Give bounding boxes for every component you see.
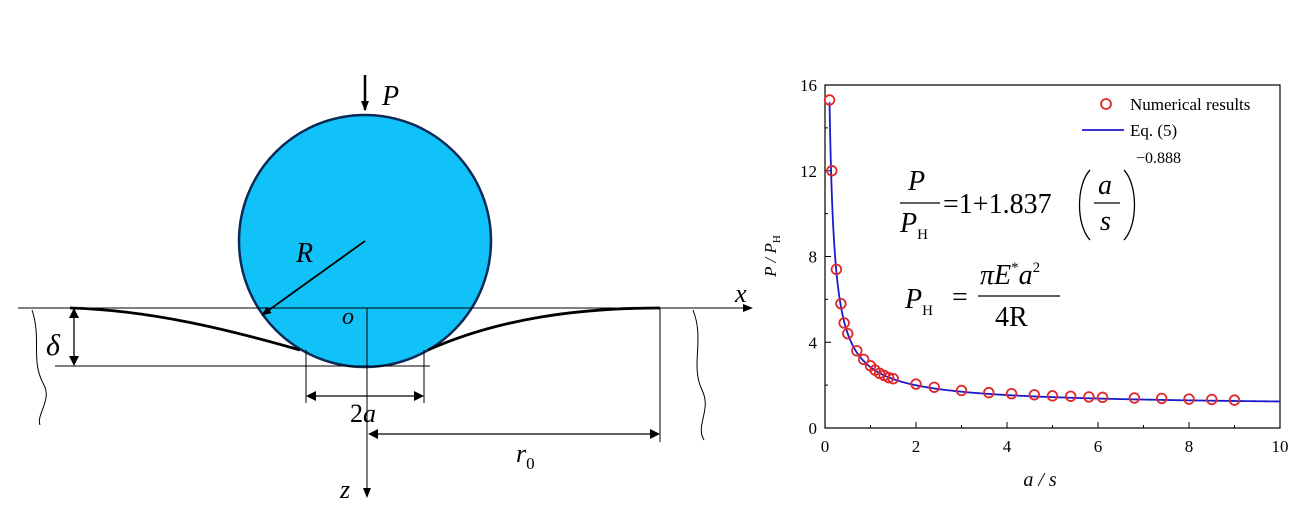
data-point bbox=[823, 94, 836, 106]
x-tick-label: 10 bbox=[1272, 437, 1289, 456]
z-axis-label: z bbox=[339, 475, 350, 504]
deformed-surface-right bbox=[427, 306, 661, 352]
eq1-right-paren bbox=[1123, 169, 1136, 241]
r0-label: r0 bbox=[516, 439, 535, 473]
x-ticks: 0 2 4 6 8 10 bbox=[821, 422, 1289, 456]
x-tick-label: 6 bbox=[1094, 437, 1103, 456]
eq1-frac-numerator: a bbox=[1098, 170, 1112, 201]
data-point bbox=[928, 381, 940, 393]
y-axis-title: P / PH bbox=[761, 235, 783, 278]
eq2-denominator: 4R bbox=[995, 302, 1028, 333]
contact-diagram: P R x o z δ 2a bbox=[18, 75, 753, 504]
x-tick-label: 2 bbox=[912, 437, 921, 456]
depth-label: δ bbox=[46, 329, 61, 362]
y-tick-label: 12 bbox=[800, 162, 817, 181]
y-tick-label: 4 bbox=[809, 333, 818, 352]
y-tick-label: 16 bbox=[800, 76, 817, 95]
legend-marker-numerical bbox=[1100, 98, 1112, 110]
data-point bbox=[1206, 393, 1218, 406]
deformed-surface-left bbox=[69, 306, 301, 352]
chart: 0 2 4 6 8 10 0 4 8 12 16 a / s P / PH Numerical r… bbox=[761, 76, 1289, 491]
numerical-markers bbox=[823, 94, 1241, 406]
eq2-numerator: πE*a2 bbox=[980, 260, 1040, 291]
contact-arrow-left bbox=[306, 391, 316, 401]
y-ticks: 0 4 8 12 16 bbox=[800, 76, 831, 438]
depth-arrow-top bbox=[69, 308, 79, 318]
origin-label: o bbox=[342, 304, 354, 330]
radius-label: R bbox=[295, 238, 313, 269]
x-axis-title: a / s bbox=[1023, 469, 1057, 491]
data-point bbox=[830, 263, 843, 276]
legend-label-numerical: Numerical results bbox=[1130, 95, 1250, 114]
data-point bbox=[1064, 390, 1077, 402]
r0-arrow-left bbox=[368, 429, 378, 439]
data-point bbox=[1005, 388, 1018, 400]
eq1-rhs-prefix: =1+1.837 bbox=[943, 189, 1052, 220]
y-tick-label: 0 bbox=[809, 419, 818, 438]
load-label: P bbox=[381, 81, 399, 112]
x-axis-label: x bbox=[734, 279, 747, 308]
eq1-exponent: −0.888 bbox=[1136, 150, 1181, 167]
contact-arrow-right bbox=[414, 391, 424, 401]
equation-2: PH = πE*a2 4R bbox=[904, 260, 1060, 333]
data-point bbox=[1155, 392, 1168, 405]
eq5-curve bbox=[828, 102, 1281, 403]
break-line-left bbox=[31, 309, 47, 426]
equation-1: P PH =1+1.837 a s −0.888 bbox=[899, 150, 1181, 243]
data-point bbox=[983, 386, 995, 399]
legend: Numerical results Eq. (5) bbox=[1082, 95, 1250, 140]
data-point bbox=[1228, 394, 1241, 406]
data-point bbox=[1096, 391, 1109, 404]
x-tick-label: 4 bbox=[1003, 437, 1012, 456]
r0-arrow-right bbox=[650, 429, 660, 439]
legend-label-eq5: Eq. (5) bbox=[1130, 121, 1177, 140]
data-point bbox=[857, 353, 870, 366]
data-point bbox=[1128, 392, 1141, 404]
data-point bbox=[1083, 391, 1095, 403]
y-tick-label: 8 bbox=[809, 248, 818, 267]
data-point bbox=[955, 384, 968, 397]
data-point bbox=[826, 165, 838, 177]
depth-arrow-bottom bbox=[69, 356, 79, 366]
data-point bbox=[835, 297, 847, 310]
eq1-lhs-denominator: PH bbox=[899, 208, 928, 243]
break-line-right bbox=[692, 309, 706, 441]
data-point bbox=[883, 371, 895, 384]
x-tick-label: 0 bbox=[821, 437, 830, 456]
x-tick-label: 8 bbox=[1185, 437, 1194, 456]
eq2-equals: = bbox=[952, 282, 968, 313]
data-point bbox=[838, 317, 850, 329]
radius-arrow bbox=[261, 240, 366, 316]
eq2-lhs: PH bbox=[904, 284, 933, 319]
eq1-lhs-numerator: P bbox=[907, 166, 925, 197]
data-point bbox=[1183, 393, 1195, 405]
eq1-left-paren bbox=[1078, 169, 1091, 241]
data-point bbox=[910, 378, 922, 390]
data-point bbox=[1046, 390, 1059, 402]
contact-width-label: 2a bbox=[350, 399, 376, 428]
data-point bbox=[1028, 389, 1041, 401]
data-point bbox=[851, 345, 863, 357]
eq1-frac-denominator: s bbox=[1100, 206, 1111, 237]
data-point bbox=[887, 372, 899, 385]
data-point bbox=[842, 327, 854, 340]
